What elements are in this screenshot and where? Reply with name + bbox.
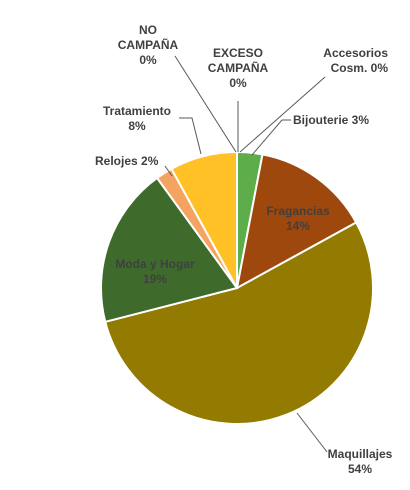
data-label-line: 8% <box>128 119 146 133</box>
pie-slice <box>100 176 239 324</box>
data-label: Bijouterie 3% <box>293 113 369 127</box>
data-label-line: Tratamiento <box>103 104 171 118</box>
data-labels: EXCESO CAMPAÑA 0%Accesorios Cosm. 0%Bijoute… <box>95 23 393 476</box>
data-label-line: Fragancias <box>266 204 330 218</box>
leader-line <box>239 76 326 153</box>
pie-slice <box>235 153 358 290</box>
pie-slice <box>170 150 238 289</box>
data-label: Maquillajes 54% <box>328 447 393 476</box>
data-label: NO CAMPAÑA 0% <box>118 23 179 67</box>
leader-line <box>179 117 202 155</box>
data-label: Moda y Hogar 19% <box>115 257 195 286</box>
data-label: Fragancias 14% <box>266 204 330 233</box>
pie-slice <box>104 221 374 425</box>
data-label-line: Relojes 2% <box>95 154 159 168</box>
leader-line <box>296 412 328 453</box>
data-label: Tratamiento 8% <box>103 104 171 133</box>
data-label: Relojes 2% <box>95 154 159 168</box>
data-label-line: 54% <box>348 462 372 476</box>
data-label-line: 14% <box>286 219 310 233</box>
data-label-line: CAMPAÑA <box>118 37 179 52</box>
data-label-line: Accesorios <box>323 46 388 60</box>
data-label-line: Moda y Hogar <box>115 257 195 271</box>
data-label-line: 19% <box>143 272 167 286</box>
data-label-line: 0% <box>139 53 157 67</box>
data-label-line: 0% <box>229 76 247 90</box>
leader-line <box>174 55 237 153</box>
pie-slices <box>100 150 374 425</box>
data-label-line: Maquillajes <box>328 447 393 461</box>
data-label-line: NO <box>139 23 157 37</box>
data-label-line: CAMPAÑA <box>208 60 269 75</box>
data-label: EXCESO CAMPAÑA 0% <box>208 46 269 90</box>
leader-lines <box>164 55 328 453</box>
data-label: Accesorios Cosm. 0% <box>323 46 388 75</box>
data-label-line: EXCESO <box>213 46 263 60</box>
data-label-line: Bijouterie 3% <box>293 113 369 127</box>
data-label-line: Cosm. 0% <box>331 61 389 75</box>
leader-line <box>251 119 291 156</box>
leader-line <box>164 165 173 177</box>
